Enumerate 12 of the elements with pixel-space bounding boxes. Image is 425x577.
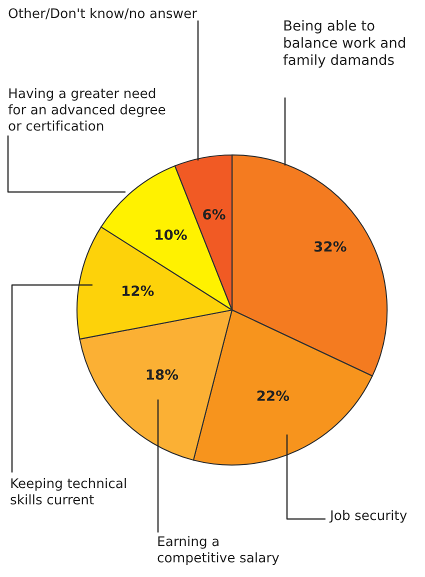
slice-label: Earning a competitive salary: [158, 536, 280, 566]
data-label: 18%: [146, 369, 178, 380]
data-label: 10%: [156, 229, 187, 240]
data-label: 32%: [314, 241, 346, 252]
data-label: 22%: [257, 390, 290, 401]
slice-label: Job security: [329, 510, 407, 523]
slice-label: Being able to balance work and family damands: [283, 20, 405, 68]
data-label: 6%: [203, 209, 226, 220]
data-label: 12%: [122, 286, 154, 296]
slice-label: Having a greater need for an advanced degree or certification: [8, 88, 166, 131]
slice-label: Keeping technical skills current: [10, 478, 126, 504]
slice-label: Other/Don't know/no answer: [8, 8, 198, 20]
